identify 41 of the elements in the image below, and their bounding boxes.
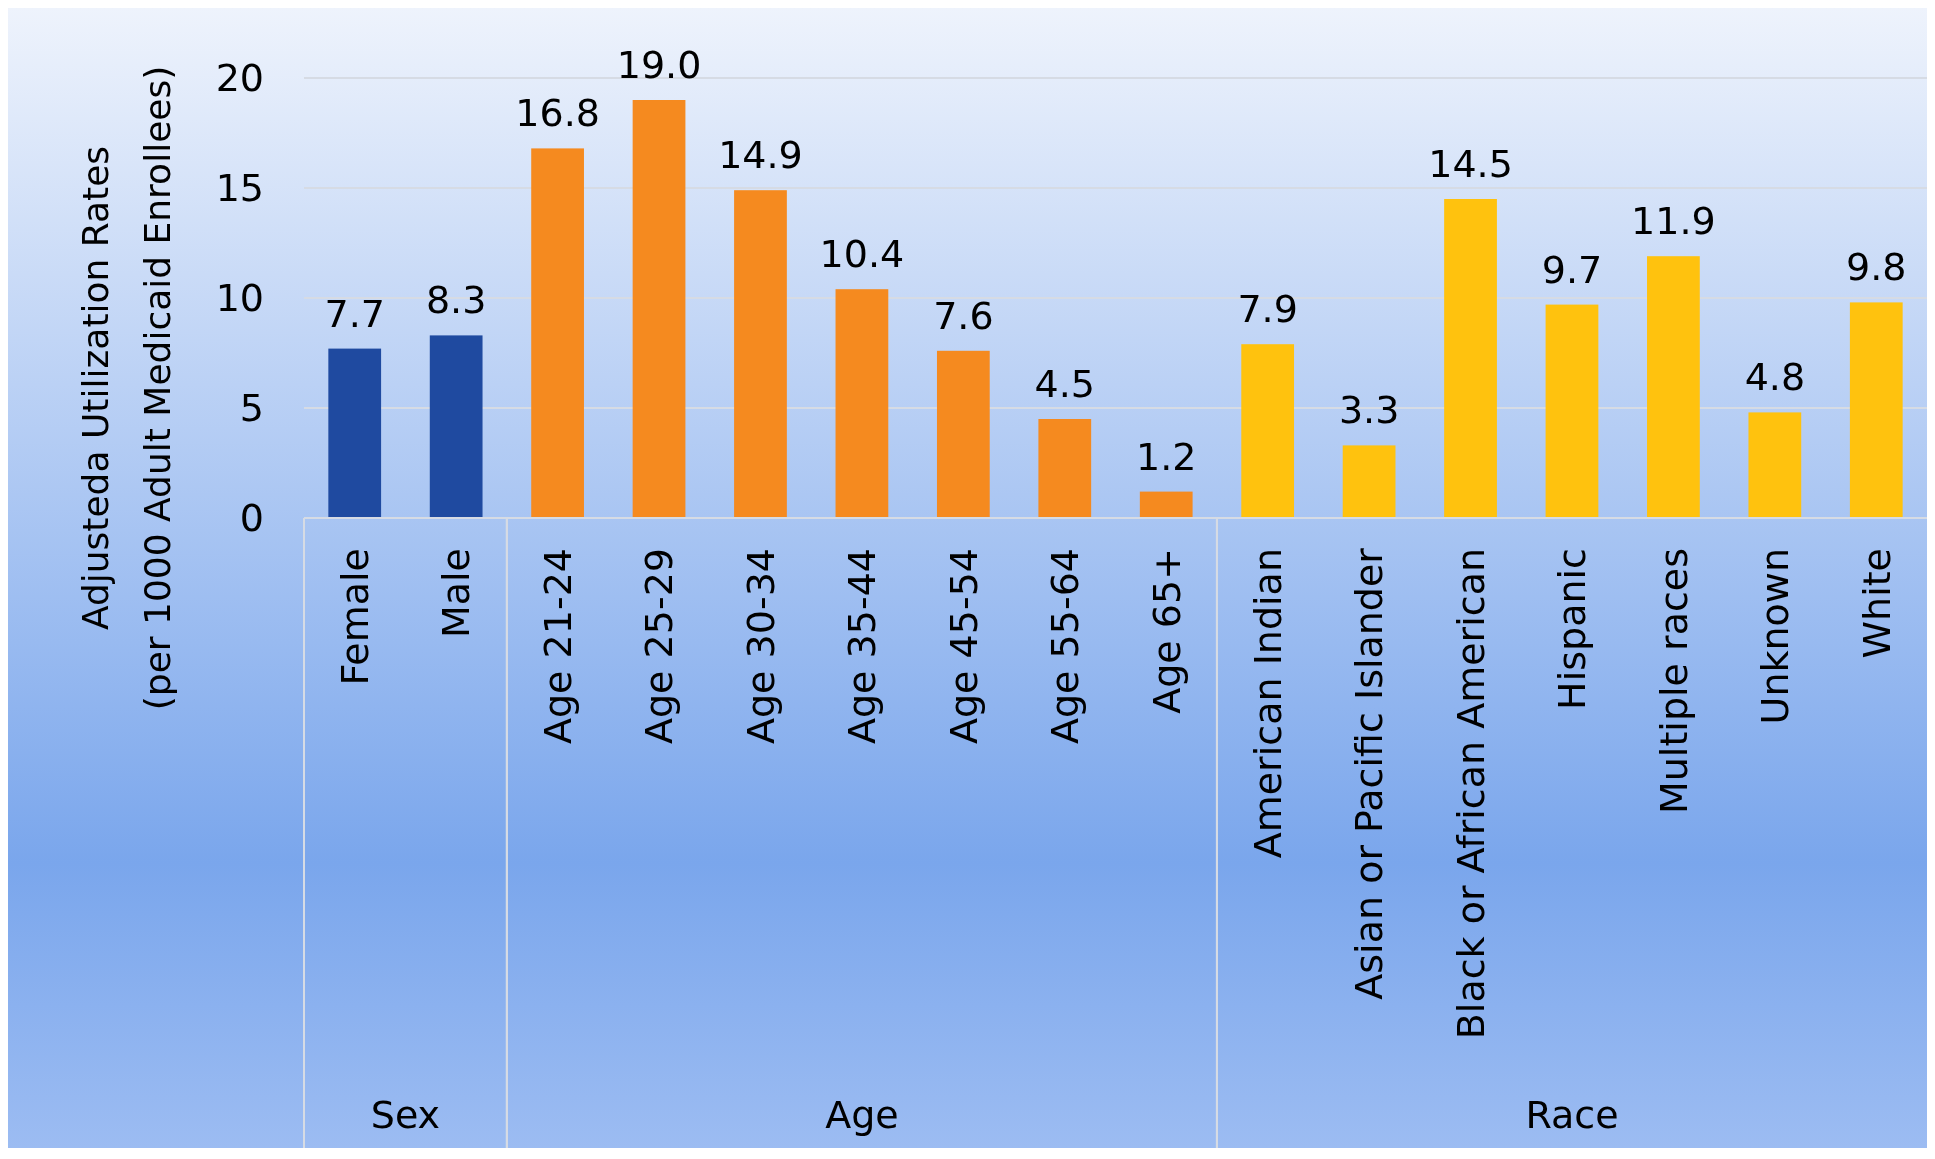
- x-tick-label: American Indian: [1245, 548, 1290, 859]
- x-tick-label: Age 25-29: [637, 548, 682, 744]
- x-tick-label: Multiple races: [1651, 548, 1696, 814]
- y-tick-label: 5: [239, 386, 264, 431]
- x-tick-label: Black or African American: [1448, 548, 1493, 1040]
- x-tick-label: Age 35-44: [840, 548, 885, 744]
- data-label: 1.2: [1136, 434, 1197, 479]
- data-label: 14.5: [1428, 142, 1513, 186]
- data-label: 4.8: [1744, 355, 1806, 400]
- data-label: 9.8: [1846, 245, 1907, 290]
- y-tick-label: 15: [215, 166, 264, 211]
- y-tick-label: 0: [239, 496, 264, 541]
- x-tick-label: Age 65+: [1144, 548, 1189, 714]
- data-label: 7.6: [933, 293, 994, 338]
- data-label: 11.9: [1631, 199, 1716, 244]
- text: Race: [1525, 1093, 1619, 1137]
- x-tick-label: Female: [333, 548, 378, 686]
- text: Age: [825, 1093, 899, 1137]
- text: Sex: [370, 1093, 441, 1137]
- x-tick-label: Age 55-64: [1043, 548, 1088, 744]
- x-tick-label: Age 21-24: [535, 548, 580, 744]
- data-label: 3.3: [1338, 388, 1400, 433]
- x-tick-label: Age 30-34: [738, 548, 783, 744]
- x-tick-label: Age 45-54: [941, 548, 986, 744]
- x-tick-label: Male: [434, 548, 479, 639]
- y-axis-title: Adjusteda Utilization Rates (per 1000 Adult Medicaid Enrollees): [75, 65, 178, 711]
- data-label: 4.5: [1034, 362, 1095, 406]
- data-label: 19.0: [616, 43, 702, 87]
- data-label: 10.4: [819, 232, 905, 277]
- y-tick-label: 20: [215, 56, 264, 101]
- y-tick-label: 10: [215, 276, 264, 321]
- x-tick-label: White: [1854, 548, 1899, 659]
- x-tick-label: Hispanic: [1550, 548, 1595, 710]
- x-tick-label: Asian or Pacific Islander: [1347, 547, 1392, 1000]
- data-label: 16.8: [515, 91, 600, 136]
- data-label: 7.7: [324, 291, 385, 336]
- data-label: 9.7: [1541, 247, 1603, 292]
- data-label: 7.9: [1237, 287, 1298, 332]
- x-tick-label: Unknown: [1753, 548, 1798, 725]
- data-label: 14.9: [718, 133, 803, 178]
- data-label: 8.3: [425, 278, 487, 323]
